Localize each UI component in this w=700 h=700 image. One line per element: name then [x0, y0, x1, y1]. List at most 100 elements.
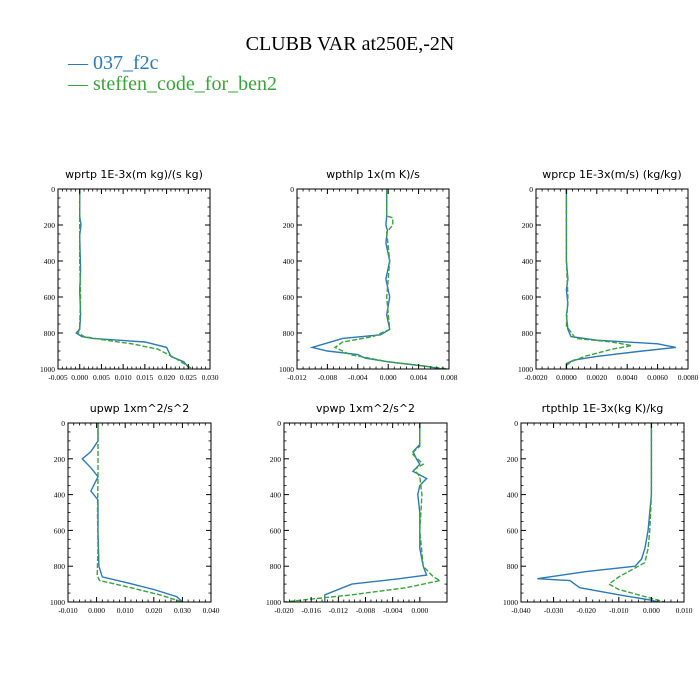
- y-tick-label: 800: [270, 562, 282, 571]
- y-tick-label: 200: [507, 455, 519, 464]
- y-tick-label: 1000: [518, 365, 533, 374]
- series-line-2: [607, 423, 665, 602]
- panel-title: wprcp 1E-3x(m/s) (kg/kg): [542, 168, 681, 181]
- y-tick-label: 1000: [266, 598, 281, 607]
- panels-group: wprtp 1E-3x(m kg)/(s kg)-0.005 0.000 0.005…: [40, 168, 699, 615]
- y-tick-label: 1000: [50, 598, 65, 607]
- x-tick-label: 0.010: [115, 373, 132, 382]
- series-line-1: [81, 423, 183, 602]
- y-tick-label: 0: [514, 419, 518, 428]
- x-tick-label: -0.004: [383, 606, 403, 615]
- series-line-1: [537, 423, 659, 602]
- series-line-2: [284, 423, 443, 602]
- x-tick-label: 0.030: [174, 606, 191, 615]
- y-tick-label: 600: [54, 526, 66, 535]
- y-tick-label: 0: [51, 185, 55, 194]
- panel-6: rtpthlp 1E-3x(kg K)/kg -0.040 -0.030 -0.020…: [503, 402, 693, 615]
- y-tick-label: 600: [522, 293, 534, 302]
- x-tick-label: 0.000: [380, 373, 397, 382]
- x-tick-label: 0.025: [180, 373, 197, 382]
- y-tick-label: 1000: [503, 598, 518, 607]
- x-tick-label: 0.040: [203, 606, 220, 615]
- y-tick-label: 1000: [279, 365, 294, 374]
- x-tick-label: -0.005: [48, 373, 68, 382]
- y-tick-label: 400: [44, 257, 56, 266]
- y-tick-label: 200: [270, 455, 282, 464]
- x-tick-label: 0.010: [676, 606, 693, 615]
- series-line-2: [565, 189, 632, 369]
- x-tick-label: -0.004: [348, 373, 368, 382]
- y-tick-label: 0: [290, 185, 294, 194]
- y-tick-label: 800: [507, 562, 519, 571]
- x-tick-label: -0.0020: [524, 373, 547, 382]
- y-tick-label: 400: [270, 491, 282, 500]
- panel-title: upwp 1xm^2/s^2: [90, 402, 190, 415]
- y-tick-label: 800: [522, 329, 534, 338]
- series-line-2: [77, 189, 193, 369]
- x-tick-label: -0.010: [58, 606, 78, 615]
- x-tick-label: -0.016: [301, 606, 321, 615]
- x-tick-label: 0.020: [158, 373, 175, 382]
- x-tick-label: -0.030: [544, 606, 564, 615]
- y-tick-label: 600: [283, 293, 295, 302]
- x-tick-label: 0.020: [145, 606, 162, 615]
- x-tick-label: -0.010: [609, 606, 629, 615]
- y-tick-label: 400: [54, 491, 66, 500]
- y-tick-label: 600: [270, 526, 282, 535]
- x-tick-label: 0.005: [93, 373, 110, 382]
- panel-1: wprtp 1E-3x(m kg)/(s kg) -0.005 0.000 0.005…: [40, 168, 219, 382]
- series-line-2: [333, 189, 449, 369]
- y-tick-label: 800: [283, 329, 295, 338]
- panel-title: wprtp 1E-3x(m kg)/(s kg): [65, 168, 203, 181]
- x-tick-label: 0.000: [411, 606, 428, 615]
- x-tick-label: 0.015: [136, 373, 153, 382]
- y-tick-label: 400: [507, 491, 519, 500]
- y-tick-label: 400: [283, 257, 295, 266]
- panel-2: wpthlp 1x(m K)/s -0.012 -0.008 -0.004 0.000 0…: [279, 168, 458, 382]
- panel-title: wpthlp 1x(m K)/s: [326, 168, 420, 181]
- y-tick-label: 200: [522, 221, 534, 230]
- y-tick-label: 0: [529, 185, 533, 194]
- x-tick-label: 0.010: [117, 606, 134, 615]
- legend-entry-series2: — steffen_code_for_ben2: [67, 73, 277, 95]
- x-tick-label: 0.0060: [647, 373, 668, 382]
- y-tick-label: 200: [54, 455, 66, 464]
- x-tick-label: -0.020: [274, 606, 294, 615]
- y-tick-label: 400: [522, 257, 534, 266]
- panel-5: vpwp 1xm^2/s^2 -0.020 -0.016 -0.012 -0.008 -0…: [266, 402, 448, 615]
- x-tick-label: -0.008: [318, 373, 338, 382]
- y-tick-label: 600: [44, 293, 56, 302]
- x-tick-label: -0.020: [577, 606, 597, 615]
- x-tick-label: 0.008: [441, 373, 458, 382]
- panel-title: rtpthlp 1E-3x(kg K)/kg: [542, 402, 664, 415]
- x-tick-label: 0.000: [71, 373, 88, 382]
- y-tick-label: 800: [44, 329, 56, 338]
- panel-4: upwp 1xm^2/s^2 -0.010 0.000 0.010 0.020 0.030…: [50, 402, 220, 615]
- x-tick-label: -0.012: [329, 606, 349, 615]
- panel-title: vpwp 1xm^2/s^2: [316, 402, 415, 415]
- x-tick-label: -0.008: [356, 606, 376, 615]
- x-tick-label: 0.0080: [678, 373, 699, 382]
- x-tick-label: 0.0000: [556, 373, 577, 382]
- y-tick-label: 200: [44, 221, 56, 230]
- x-tick-label: 0.0040: [617, 373, 638, 382]
- legend-entry-series1: — 037_f2c: [67, 52, 159, 74]
- y-tick-label: 0: [277, 419, 281, 428]
- y-tick-label: 200: [283, 221, 295, 230]
- x-tick-label: 0.000: [88, 606, 105, 615]
- x-tick-label: -0.040: [511, 606, 531, 615]
- y-tick-label: 1000: [40, 365, 55, 374]
- x-tick-label: 0.004: [410, 373, 427, 382]
- x-tick-label: 0.000: [643, 606, 660, 615]
- x-tick-label: 0.030: [202, 373, 219, 382]
- y-tick-label: 600: [507, 526, 519, 535]
- x-tick-label: -0.012: [287, 373, 307, 382]
- y-tick-label: 0: [61, 419, 65, 428]
- y-tick-label: 800: [54, 562, 66, 571]
- figure-title: CLUBB VAR at250E,-2N: [246, 33, 455, 55]
- x-tick-label: 0.0020: [586, 373, 607, 382]
- panel-3: wprcp 1E-3x(m/s) (kg/kg) -0.0020 0.0000 0.0…: [518, 168, 699, 382]
- series-line-2: [96, 423, 183, 602]
